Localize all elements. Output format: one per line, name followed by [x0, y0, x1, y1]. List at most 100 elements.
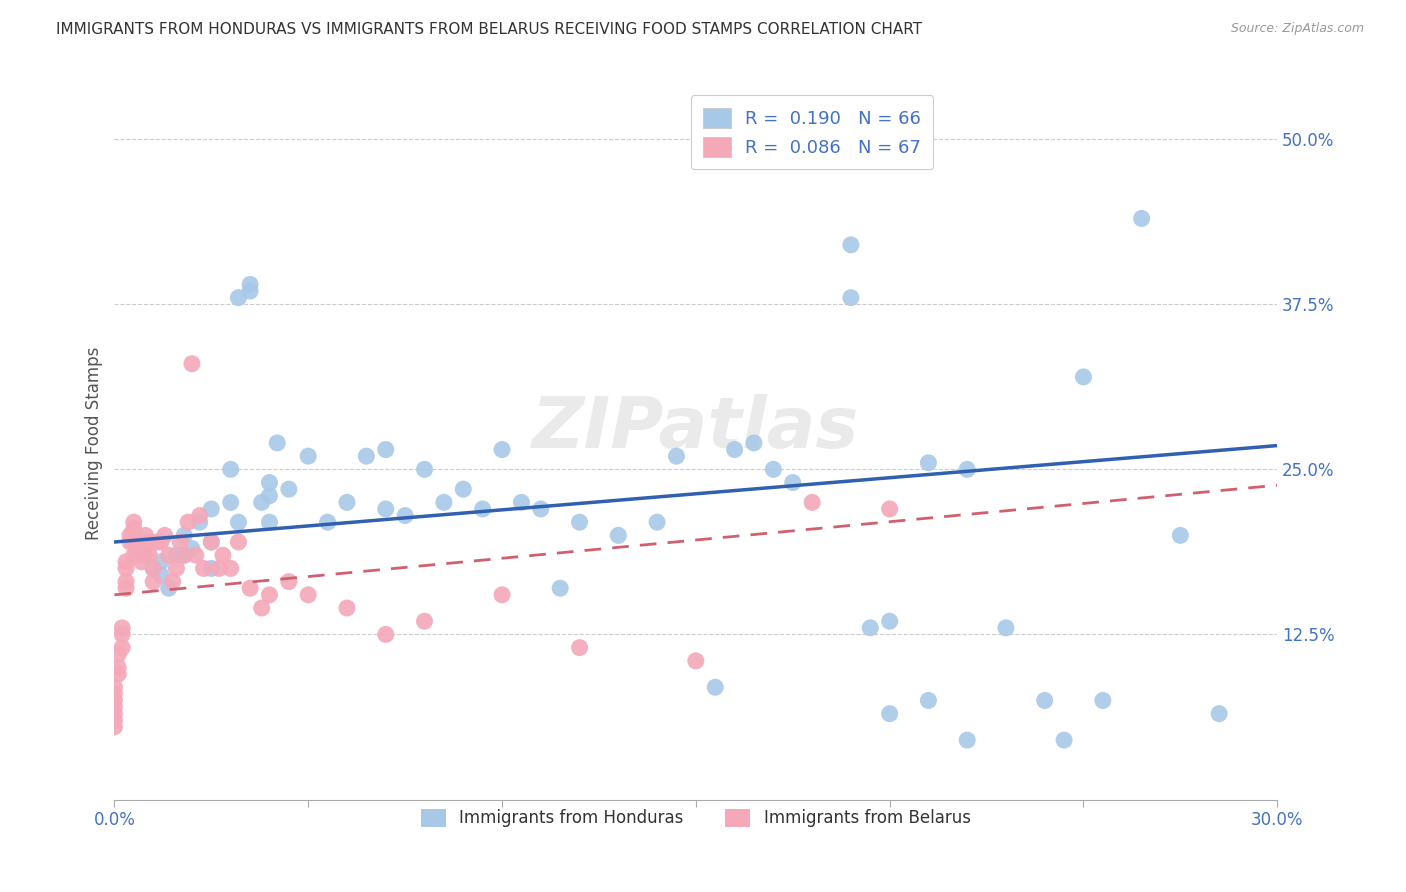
- Point: [568, 640, 591, 655]
- Point: [107, 667, 129, 681]
- Point: [956, 733, 979, 747]
- Point: [259, 489, 281, 503]
- Point: [356, 449, 378, 463]
- Point: [142, 561, 165, 575]
- Point: [219, 495, 242, 509]
- Point: [138, 548, 160, 562]
- Point: [165, 548, 187, 562]
- Point: [685, 654, 707, 668]
- Text: ZIPatlas: ZIPatlas: [531, 394, 859, 463]
- Point: [1130, 211, 1153, 226]
- Point: [173, 548, 195, 562]
- Point: [149, 555, 172, 569]
- Point: [111, 621, 134, 635]
- Point: [277, 574, 299, 589]
- Point: [374, 442, 396, 457]
- Point: [704, 680, 727, 694]
- Point: [266, 436, 288, 450]
- Point: [530, 502, 553, 516]
- Point: [103, 680, 125, 694]
- Point: [917, 456, 939, 470]
- Point: [228, 535, 250, 549]
- Point: [181, 357, 204, 371]
- Point: [297, 449, 319, 463]
- Point: [103, 720, 125, 734]
- Point: [548, 581, 571, 595]
- Point: [122, 522, 145, 536]
- Point: [297, 588, 319, 602]
- Point: [316, 515, 339, 529]
- Point: [1208, 706, 1230, 721]
- Point: [239, 284, 262, 298]
- Point: [134, 548, 156, 562]
- Point: [165, 561, 187, 575]
- Point: [239, 277, 262, 292]
- Legend: Immigrants from Honduras, Immigrants from Belarus: Immigrants from Honduras, Immigrants fro…: [415, 802, 977, 834]
- Point: [259, 515, 281, 529]
- Point: [491, 588, 513, 602]
- Point: [103, 693, 125, 707]
- Point: [188, 515, 211, 529]
- Point: [111, 627, 134, 641]
- Point: [173, 548, 195, 562]
- Point: [131, 535, 153, 549]
- Point: [250, 601, 273, 615]
- Point: [115, 555, 138, 569]
- Point: [181, 541, 204, 556]
- Point: [1091, 693, 1114, 707]
- Point: [451, 482, 474, 496]
- Point: [394, 508, 416, 523]
- Point: [115, 581, 138, 595]
- Point: [879, 706, 901, 721]
- Point: [801, 495, 824, 509]
- Point: [188, 508, 211, 523]
- Point: [228, 291, 250, 305]
- Point: [433, 495, 456, 509]
- Text: Source: ZipAtlas.com: Source: ZipAtlas.com: [1230, 22, 1364, 36]
- Point: [200, 502, 222, 516]
- Point: [169, 535, 191, 549]
- Point: [103, 700, 125, 714]
- Point: [250, 495, 273, 509]
- Point: [131, 555, 153, 569]
- Point: [200, 561, 222, 575]
- Point: [134, 528, 156, 542]
- Point: [665, 449, 688, 463]
- Point: [177, 515, 200, 529]
- Point: [782, 475, 804, 490]
- Point: [645, 515, 668, 529]
- Point: [208, 561, 231, 575]
- Point: [115, 561, 138, 575]
- Point: [184, 548, 207, 562]
- Point: [1033, 693, 1056, 707]
- Point: [839, 237, 862, 252]
- Point: [607, 528, 630, 542]
- Point: [118, 528, 141, 542]
- Point: [413, 614, 436, 628]
- Point: [917, 693, 939, 707]
- Point: [149, 568, 172, 582]
- Point: [277, 482, 299, 496]
- Point: [839, 291, 862, 305]
- Point: [742, 436, 765, 450]
- Text: IMMIGRANTS FROM HONDURAS VS IMMIGRANTS FROM BELARUS RECEIVING FOOD STAMPS CORREL: IMMIGRANTS FROM HONDURAS VS IMMIGRANTS F…: [56, 22, 922, 37]
- Point: [510, 495, 533, 509]
- Point: [212, 548, 235, 562]
- Point: [879, 614, 901, 628]
- Point: [103, 713, 125, 727]
- Point: [162, 574, 184, 589]
- Point: [131, 541, 153, 556]
- Point: [146, 535, 169, 549]
- Point: [336, 495, 359, 509]
- Y-axis label: Receiving Food Stamps: Receiving Food Stamps: [86, 346, 103, 540]
- Point: [122, 548, 145, 562]
- Point: [111, 640, 134, 655]
- Point: [374, 627, 396, 641]
- Point: [1053, 733, 1076, 747]
- Point: [1073, 370, 1095, 384]
- Point: [200, 535, 222, 549]
- Point: [471, 502, 494, 516]
- Point: [142, 574, 165, 589]
- Point: [157, 548, 180, 562]
- Point: [994, 621, 1017, 635]
